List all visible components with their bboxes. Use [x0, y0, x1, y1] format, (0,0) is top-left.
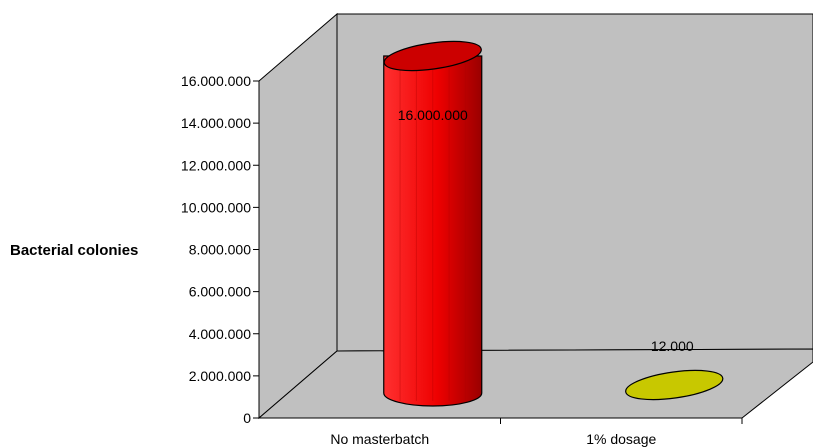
data-label: 12.000 — [651, 338, 694, 354]
bar-2: 12.000 — [625, 338, 724, 401]
bar-1: 16.000.000 — [383, 40, 483, 407]
x-category-label: No masterbatch — [330, 431, 429, 447]
y-tick-label: 10.000.000 — [181, 199, 251, 215]
bar-top-cap — [625, 369, 724, 401]
y-tick-label: 16.000.000 — [181, 73, 251, 89]
y-tick-label: 0 — [243, 410, 251, 426]
bar-body — [383, 55, 483, 407]
y-tick-label: 4.000.000 — [189, 326, 251, 342]
chart-side-wall — [258, 12, 338, 420]
y-tick-label: 12.000.000 — [181, 157, 251, 173]
y-tick-label: 14.000.000 — [181, 115, 251, 131]
data-label: 16.000.000 — [398, 107, 468, 123]
y-axis-label: Bacterial colonies — [10, 242, 138, 259]
y-tick-label: 6.000.000 — [189, 284, 251, 300]
bar-top-cap — [383, 40, 482, 72]
x-category-label: 1% dosage — [586, 431, 656, 447]
chart-floor — [257, 348, 813, 419]
y-tick-label: 2.000.000 — [189, 368, 251, 384]
y-tick-label: 8.000.000 — [189, 242, 251, 258]
